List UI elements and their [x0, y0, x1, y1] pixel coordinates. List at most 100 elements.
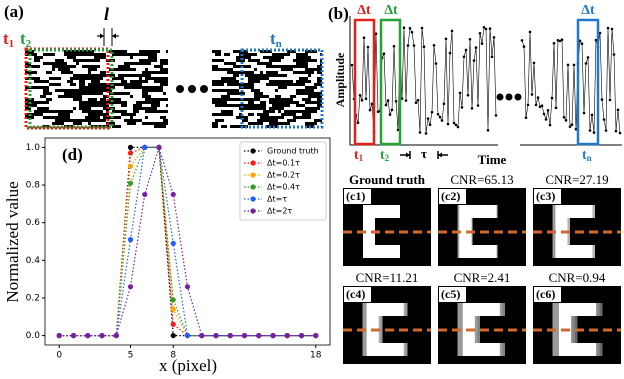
- ellipsis: [176, 85, 208, 93]
- legend-label: Δt=2τ: [267, 207, 292, 216]
- legend-marker: [250, 148, 255, 153]
- legend-label: Δt=0.2τ: [267, 171, 300, 180]
- image-title: CNR=2.41: [454, 270, 511, 285]
- legend-label: Δt=0.4τ: [267, 183, 300, 192]
- data-point: [313, 333, 318, 338]
- image-title: CNR=65.13: [450, 172, 513, 187]
- signal: [351, 26, 622, 135]
- data-point: [128, 181, 133, 186]
- data-point: [128, 145, 133, 150]
- image-label: (c5): [441, 287, 460, 301]
- ellipsis: [497, 94, 522, 101]
- data-point: [228, 333, 233, 338]
- figure: (a) l t1 t2 tn (b) Amplitude Time Δt Δt …: [0, 0, 624, 379]
- signal-dots: [351, 26, 498, 135]
- image-title: CNR=27.19: [545, 172, 608, 187]
- legend-label: Δt=0.1τ: [267, 159, 300, 168]
- window-t2: [381, 20, 400, 144]
- y-tick-label: 0.4: [26, 256, 41, 266]
- data-point: [128, 150, 133, 155]
- data-point: [85, 333, 90, 338]
- y-tick-label: 1.0: [26, 143, 41, 153]
- data-point: [128, 284, 133, 289]
- data-point: [171, 192, 176, 197]
- panel-label: (a): [4, 2, 24, 21]
- sub: n: [276, 38, 282, 50]
- delta-t-label: Δt: [384, 3, 398, 18]
- y-tick-label: 0.6: [26, 218, 41, 228]
- data-point: [270, 333, 275, 338]
- image-label: (c3): [536, 189, 555, 203]
- data-point: [256, 333, 261, 338]
- x-tick-label: 18: [310, 351, 322, 361]
- y-axis-label: Amplitude: [333, 52, 347, 107]
- data-point: [142, 192, 147, 197]
- data-point: [128, 237, 133, 242]
- speckle: [212, 50, 322, 128]
- data-point: [242, 333, 247, 338]
- data-point: [156, 145, 161, 150]
- y-tick-label: 0.2: [26, 293, 40, 303]
- speckle-pattern: [25, 50, 322, 128]
- data-point: [171, 307, 176, 312]
- image-label: (c1): [346, 189, 365, 203]
- t2-label: t2: [380, 148, 390, 163]
- sub: 2: [385, 153, 390, 163]
- tn-label: tn: [582, 148, 592, 163]
- data-point: [171, 297, 176, 302]
- image-title: CNR=11.21: [356, 270, 419, 285]
- y-tick-label: 0.8: [26, 181, 41, 191]
- sub: n: [587, 153, 592, 163]
- data-point: [171, 241, 176, 246]
- data-point: [185, 333, 190, 338]
- legend-label: Ground truth: [267, 147, 319, 156]
- t2-label: t2: [20, 29, 32, 50]
- x-axis-label: Time: [478, 152, 507, 167]
- arrow-head: [100, 34, 104, 39]
- x-tick-label: 5: [128, 351, 134, 361]
- legend-marker: [250, 208, 255, 213]
- t1-label: t1: [354, 148, 364, 163]
- pixel-size-label: l: [104, 4, 109, 24]
- data-point: [71, 333, 76, 338]
- image-label: (c4): [346, 287, 365, 301]
- speckle: [25, 50, 168, 128]
- t1-label: t1: [3, 29, 14, 50]
- arrow-head: [112, 34, 116, 39]
- image-title: CNR=0.94: [549, 270, 606, 285]
- tau-label: τ: [421, 146, 427, 161]
- y-tick-label: 0.0: [26, 331, 41, 341]
- legend-label: Δt=τ: [267, 195, 287, 204]
- sub: 1: [359, 153, 364, 163]
- data-point: [171, 322, 176, 327]
- data-point: [171, 333, 176, 338]
- data-point: [285, 333, 290, 338]
- legend-marker: [250, 184, 255, 189]
- image-label: (c6): [536, 287, 555, 301]
- x-tick-label: 0: [56, 351, 62, 361]
- data-point: [213, 333, 218, 338]
- data-point: [142, 145, 147, 150]
- data-point: [57, 333, 62, 338]
- delta-t-label: Δt: [357, 3, 371, 18]
- reconstructions: Ground truth (c1) CNR=65.13 (c2) CNR=27.19 (c…: [343, 172, 621, 364]
- data-point: [99, 333, 104, 338]
- legend-marker: [250, 160, 255, 165]
- image-label: (c2): [441, 189, 460, 203]
- data-point: [299, 333, 304, 338]
- data-point: [185, 284, 190, 289]
- data-point: [199, 333, 204, 338]
- sub: 1: [9, 38, 15, 50]
- legend-marker: [250, 196, 255, 201]
- tn-label: tn: [270, 29, 282, 50]
- data-point: [128, 164, 133, 169]
- signal-line: [522, 28, 620, 133]
- y-axis-label: Normalized value: [3, 181, 22, 302]
- x-axis-label: x (pixel): [159, 356, 217, 375]
- image-title: Ground truth: [349, 172, 426, 187]
- delta-t-label: Δt: [581, 3, 595, 18]
- panel-label: (b): [328, 4, 349, 23]
- panel-label: (d): [62, 145, 83, 164]
- legend-marker: [250, 172, 255, 177]
